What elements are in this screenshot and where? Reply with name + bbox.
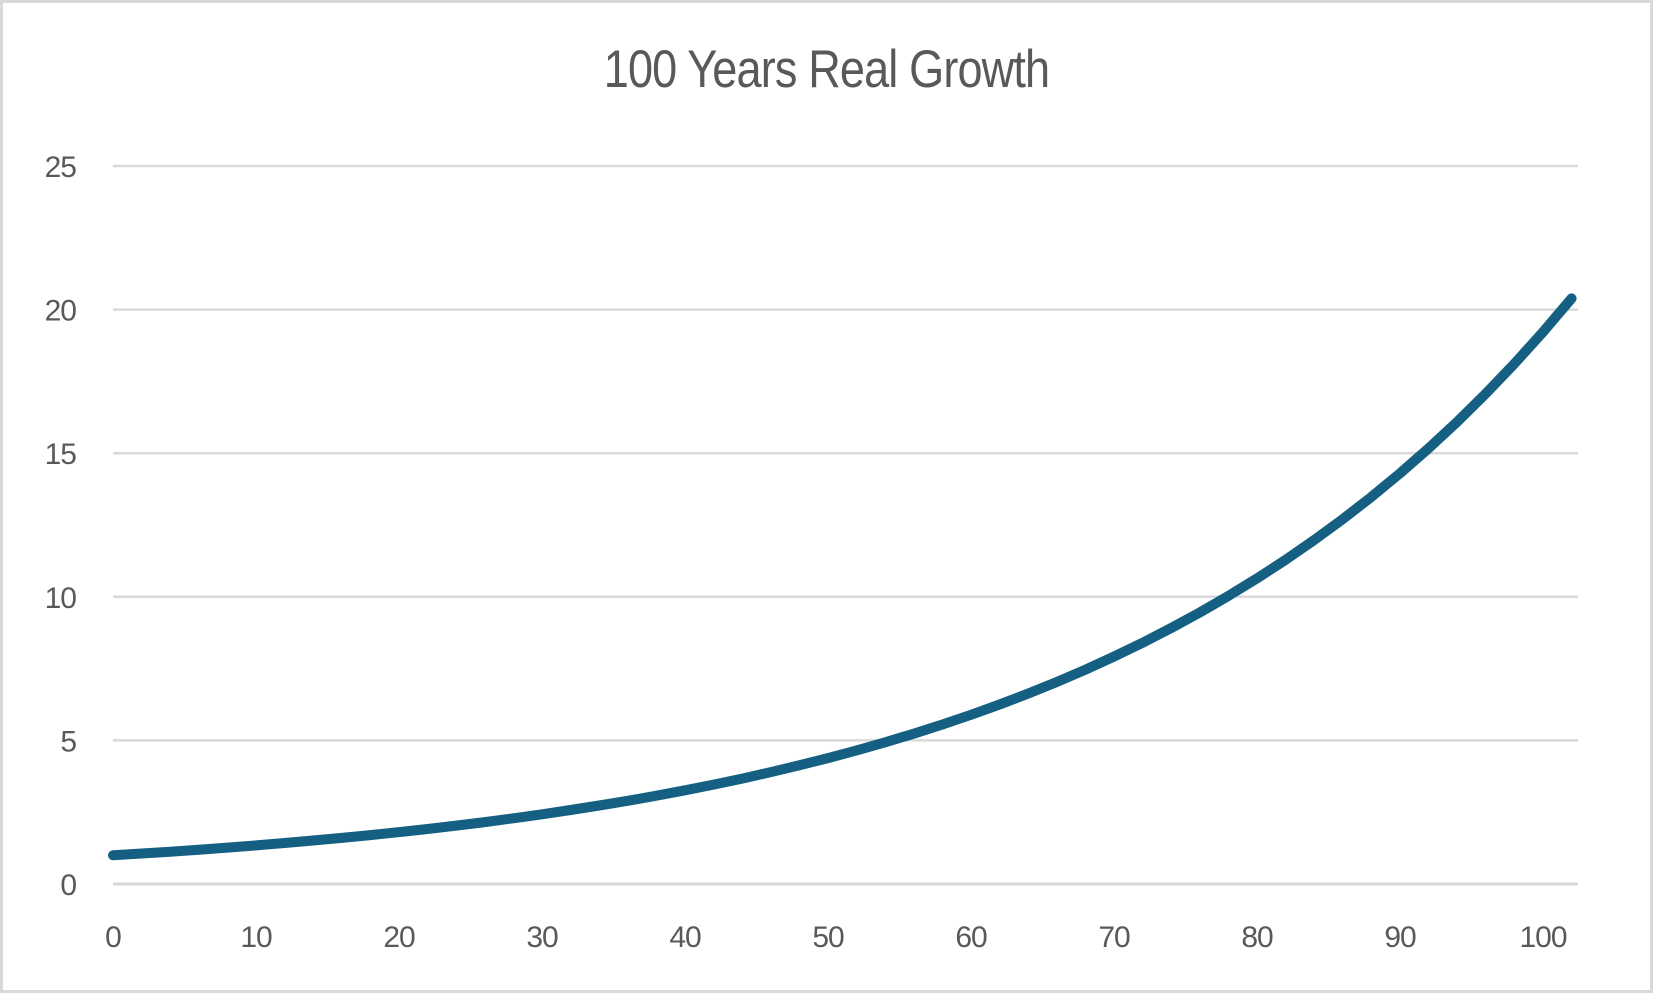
x-axis-tick-label: 40 — [669, 921, 701, 954]
y-axis-tick-label: 10 — [45, 582, 77, 615]
y-axis-tick-label: 5 — [60, 725, 76, 758]
growth-line — [108, 293, 1577, 861]
x-axis-tick-label: 80 — [1241, 921, 1273, 954]
x-axis-tick-label: 20 — [383, 921, 415, 954]
x-axis-tick-label: 100 — [1519, 921, 1566, 954]
y-axis-tick-label: 0 — [60, 869, 76, 902]
x-axis-tick-label: 60 — [955, 921, 987, 954]
x-axis-tick-label: 10 — [240, 921, 272, 954]
x-axis-tick-label: 70 — [1098, 921, 1130, 954]
y-axis-tick-label: 15 — [45, 438, 77, 471]
y-axis-tick-label: 20 — [45, 295, 77, 328]
x-axis-tick-label: 30 — [526, 921, 558, 954]
y-axis-tick-label: 25 — [45, 151, 77, 184]
chart-title: 100 Years Real Growth — [603, 40, 1050, 99]
x-axis-tick-label: 0 — [105, 921, 121, 954]
x-axis-tick-label: 90 — [1384, 921, 1416, 954]
x-axis-tick-label: 50 — [812, 921, 844, 954]
